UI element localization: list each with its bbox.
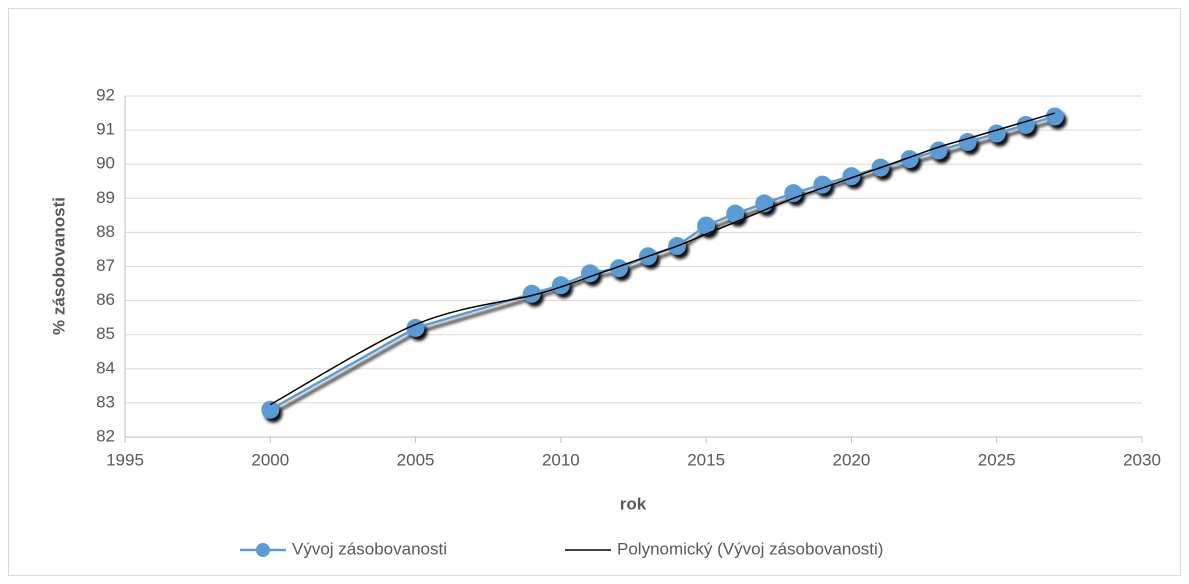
data-point [261,400,280,419]
x-tick-label: 1995 [106,450,144,469]
x-tick-label: 2015 [687,450,725,469]
y-tick-label: 89 [96,188,115,207]
data-point [987,124,1006,143]
series [269,112,1056,406]
data-point [929,141,948,160]
x-tick-label: 2010 [542,450,580,469]
x-axis-title: rok [620,494,647,513]
data-point [784,184,803,203]
y-tick-label: 87 [96,256,115,275]
y-tick-label: 84 [96,358,115,377]
legend-label: Polynomický (Vývoj zásobovanosti) [617,539,883,558]
data-point [1045,107,1064,126]
data-point [551,276,570,295]
legend-label: Vývoj zásobovanosti [292,539,447,558]
x-tick-label: 2005 [397,450,435,469]
legend-marker [256,543,270,557]
y-tick-label: 92 [96,85,115,104]
x-tick-label: 2020 [833,450,871,469]
y-tick-label: 82 [96,426,115,445]
x-tick-label: 2000 [251,450,289,469]
x-tick-label: 2025 [978,450,1016,469]
x-tick-label: 2030 [1123,450,1161,469]
y-tick-label: 91 [96,120,115,139]
y-tick-label: 86 [96,290,115,309]
chart-frame [8,8,1181,576]
data-point [697,216,716,235]
data-point [958,133,977,152]
y-tick-label: 88 [96,222,115,241]
y-tick-label: 85 [96,324,115,343]
data-point [726,204,745,223]
data-point [842,167,861,186]
data-point [522,284,541,303]
y-tick-label: 83 [96,392,115,411]
data-point [609,259,628,278]
series-line [269,112,1056,406]
y-axis-title: % zásobovanosti [49,197,68,335]
data-point [1016,115,1035,134]
data-point [900,150,919,169]
y-tick-label: 90 [96,154,115,173]
